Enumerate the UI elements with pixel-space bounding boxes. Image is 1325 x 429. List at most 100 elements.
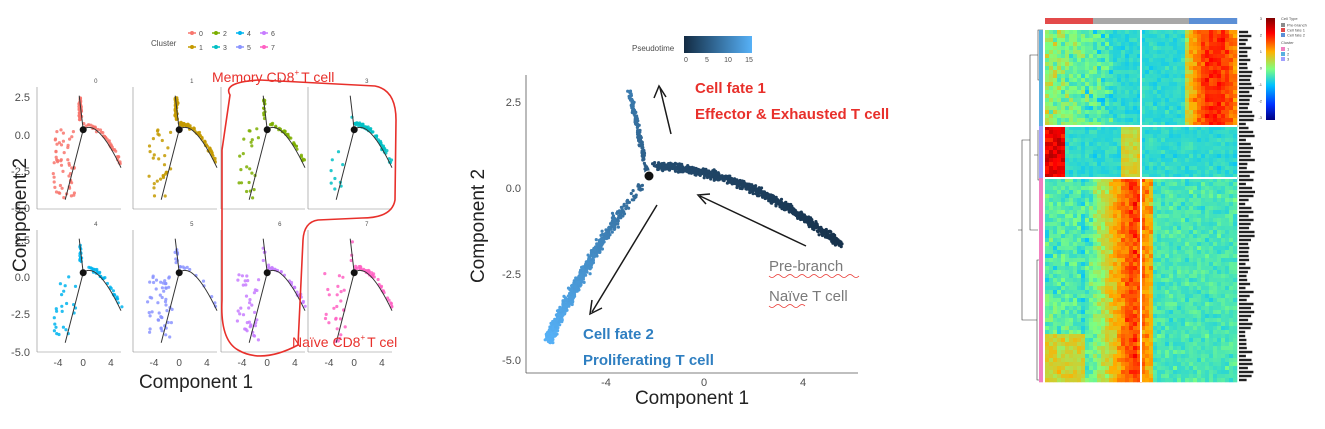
heatmap-cell: [1209, 138, 1214, 143]
heatmap-cell: [1161, 106, 1166, 111]
heatmap-cell: [1189, 206, 1194, 211]
heatmap-cell: [1213, 166, 1218, 171]
heatmap-cell: [1057, 206, 1062, 211]
heatmap-cell: [1213, 50, 1218, 55]
heatmap-cell: [1129, 154, 1134, 159]
heatmap-cell: [1069, 194, 1074, 199]
heatmap-cell: [1225, 74, 1230, 79]
heatmap-cell: [1093, 214, 1098, 219]
heatmap-cell: [1225, 46, 1230, 51]
heatmap-cell: [1069, 138, 1074, 143]
heatmap-cell: [1117, 146, 1122, 151]
heatmap-cell: [1209, 82, 1214, 87]
heatmap-cell: [1073, 138, 1078, 143]
heatmap-cell: [1101, 142, 1106, 147]
heatmap-cell: [1077, 194, 1082, 199]
heatmap-cell: [1109, 34, 1114, 39]
pseudotime-tick-10: 10: [724, 57, 732, 64]
heatmap-cell: [1125, 142, 1130, 147]
heatmap-cell: [1189, 78, 1194, 83]
prebranch-point: [765, 194, 769, 198]
heatmap-cell: [1089, 98, 1094, 103]
heatmap-cell: [1181, 70, 1186, 75]
facet-point: [248, 301, 252, 305]
heatmap-cell: [1221, 170, 1226, 175]
heatmap-cell: [1133, 194, 1138, 199]
heatmap-cell: [1217, 162, 1222, 167]
heatmap-cell: [1165, 182, 1170, 187]
heatmap-cell: [1065, 54, 1070, 59]
heatmap-cell: [1049, 70, 1054, 75]
heatmap-cell: [1057, 142, 1062, 147]
heatmap-cell: [1145, 206, 1150, 211]
facet-point: [327, 293, 331, 297]
heatmap-cell: [1221, 158, 1226, 163]
heatmap-cell: [1081, 186, 1086, 191]
facet-point: [71, 130, 75, 134]
heatmap-cell: [1213, 110, 1218, 115]
heatmap-cell: [1061, 130, 1066, 135]
cluster-bar-cell: [1039, 362, 1043, 367]
heatmap-cell: [1161, 54, 1166, 59]
celltype-bar-cell: [1137, 18, 1142, 24]
heatmap-cell: [1125, 66, 1130, 71]
heatmap-cell: [1145, 38, 1150, 43]
cluster-bar-cell: [1039, 338, 1043, 343]
facet-point: [174, 257, 178, 261]
fate2-point: [546, 339, 550, 343]
heatmap-cell: [1065, 198, 1070, 203]
heatmap-cell: [1081, 102, 1086, 107]
heatmap-cell: [1089, 194, 1094, 199]
heatmap-cell: [1081, 206, 1086, 211]
facet-point: [70, 166, 74, 170]
heatmap-cell: [1081, 50, 1086, 55]
heatmap-cell: [1109, 142, 1114, 147]
heatmap-cell: [1193, 38, 1198, 43]
heatmap-cell: [1077, 82, 1082, 87]
heatmap-cell: [1197, 198, 1202, 203]
heatmap-cell: [1049, 150, 1054, 155]
heatmap-cell: [1065, 50, 1070, 55]
facet-point: [163, 279, 167, 283]
heatmap-cell: [1097, 94, 1102, 99]
heatmap-cell: [1109, 166, 1114, 171]
heatmap-cell: [1197, 154, 1202, 159]
fate2-point: [613, 227, 617, 231]
heatmap-cell: [1049, 118, 1054, 123]
heatmap-cell: [1065, 58, 1070, 63]
heatmap-cell: [1145, 110, 1150, 115]
heatmap-cell: [1161, 190, 1166, 195]
heatmap-cell: [1225, 214, 1230, 219]
heatmap-cell: [1201, 138, 1206, 143]
heatmap-cell: [1153, 42, 1158, 47]
heatmap-cell: [1165, 30, 1170, 35]
celltype-bar-cell: [1193, 18, 1198, 24]
heatmap-cell: [1173, 194, 1178, 199]
heatmap-cell: [1065, 154, 1070, 159]
heatmap-cell: [1193, 98, 1198, 103]
heatmap-cell: [1125, 74, 1130, 79]
heatmap-cell: [1157, 142, 1162, 147]
facet-point: [159, 326, 163, 330]
heatmap-cell: [1053, 154, 1058, 159]
heatmap-cell: [1229, 82, 1234, 87]
heatmap-cell: [1081, 114, 1086, 119]
heatmap-cell: [1145, 194, 1150, 199]
heatmap-cell: [1109, 138, 1114, 143]
facet-point: [237, 273, 241, 277]
facet-point: [62, 289, 66, 293]
heatmap-cell: [1201, 90, 1206, 95]
heatmap-cell: [1065, 46, 1070, 51]
heatmap-cell: [1153, 114, 1158, 119]
heatmap-cell: [1149, 110, 1154, 115]
heatmap-cell: [1105, 82, 1110, 87]
fate2-description: Proliferating T cell: [583, 352, 714, 369]
heatmap-cell: [1225, 114, 1230, 119]
heatmap-cell: [1049, 114, 1054, 119]
facet-point: [302, 158, 307, 162]
heatmap-cell: [1169, 74, 1174, 79]
heatmap-cell: [1129, 82, 1134, 87]
heatmap-cell: [1217, 34, 1222, 39]
facet-branch-point: [263, 269, 271, 277]
cluster-legend-title: Cluster: [151, 39, 177, 48]
